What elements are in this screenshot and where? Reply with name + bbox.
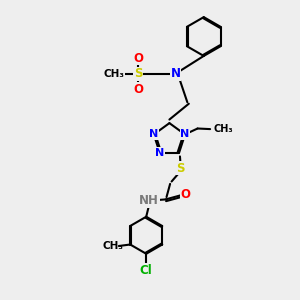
Text: CH₃: CH₃ — [214, 124, 233, 134]
Text: Cl: Cl — [140, 264, 153, 277]
Text: N: N — [149, 130, 158, 140]
Text: CH₃: CH₃ — [103, 241, 124, 251]
Text: CH₃: CH₃ — [104, 69, 125, 79]
Text: N: N — [155, 148, 164, 158]
Text: N: N — [170, 68, 180, 80]
Text: NH: NH — [139, 194, 159, 207]
Text: N: N — [180, 130, 190, 140]
Text: S: S — [134, 68, 142, 80]
Text: O: O — [133, 52, 143, 65]
Text: S: S — [176, 162, 185, 175]
Text: O: O — [181, 188, 190, 201]
Text: O: O — [133, 83, 143, 96]
